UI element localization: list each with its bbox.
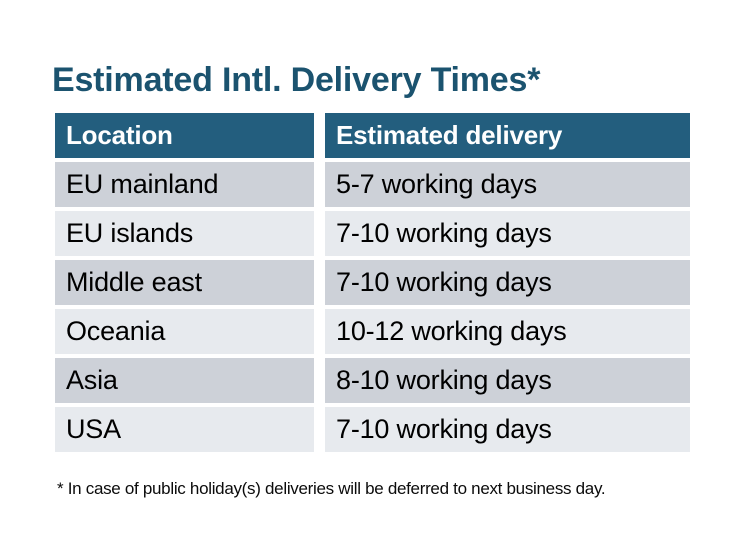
cell-location-usa: USA bbox=[55, 407, 314, 452]
cell-delivery-oceania: 10-12 working days bbox=[325, 309, 690, 354]
cell-location-eu-mainland: EU mainland bbox=[55, 162, 314, 207]
cell-delivery-middle-east: 7-10 working days bbox=[325, 260, 690, 305]
footnote: * In case of public holiday(s) deliverie… bbox=[57, 479, 606, 498]
page-title: Estimated Intl. Delivery Times* bbox=[52, 60, 541, 99]
cell-delivery-asia: 8-10 working days bbox=[325, 358, 690, 403]
header-cell-location: Location bbox=[55, 113, 314, 158]
cell-location-asia: Asia bbox=[55, 358, 314, 403]
delivery-times-table: Location Estimated delivery EU mainland … bbox=[55, 113, 690, 452]
cell-delivery-eu-mainland: 5-7 working days bbox=[325, 162, 690, 207]
cell-delivery-usa: 7-10 working days bbox=[325, 407, 690, 452]
cell-location-eu-islands: EU islands bbox=[55, 211, 314, 256]
header-cell-estimated-delivery: Estimated delivery bbox=[325, 113, 690, 158]
cell-location-middle-east: Middle east bbox=[55, 260, 314, 305]
cell-location-oceania: Oceania bbox=[55, 309, 314, 354]
cell-delivery-eu-islands: 7-10 working days bbox=[325, 211, 690, 256]
